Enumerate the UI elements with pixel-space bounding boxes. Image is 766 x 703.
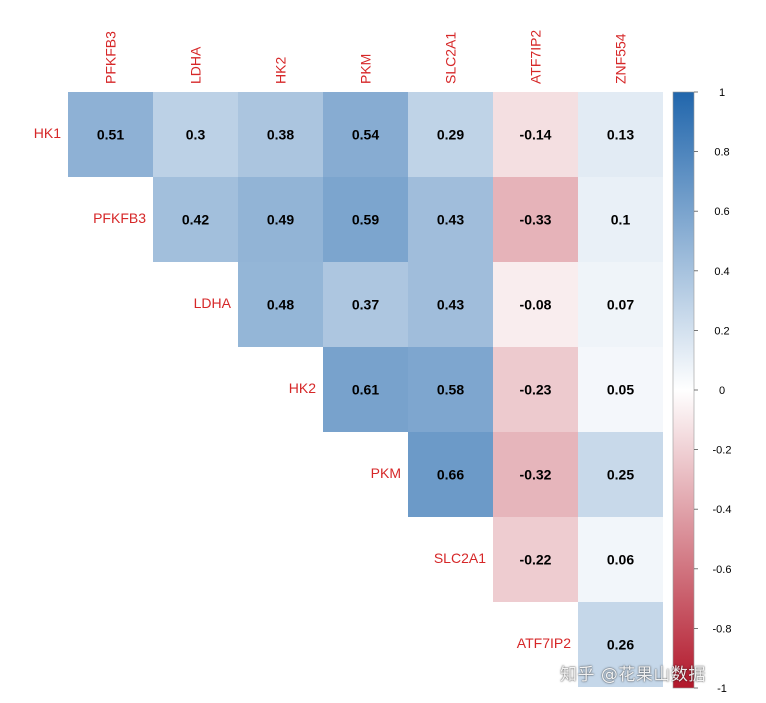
color-legend-tick-label: -0.8 — [713, 623, 732, 635]
column-label: ZNF554 — [613, 33, 629, 84]
cell-value-label: 0.42 — [182, 212, 209, 228]
heatmap-cell — [493, 432, 578, 517]
cell-value-label: -0.14 — [520, 127, 552, 143]
cell-value-label: -0.23 — [520, 382, 552, 398]
color-legend-tick-label: -0.4 — [713, 504, 732, 516]
color-legend-tick-label: 0.8 — [714, 147, 729, 159]
heatmap-cell — [493, 262, 578, 347]
color-legend-tick-label: 0.2 — [714, 325, 729, 337]
heatmap-cell — [323, 177, 408, 262]
watermark: 知乎 @花果山数据 — [560, 665, 706, 685]
heatmap-cell — [408, 92, 493, 177]
heatmap-cell — [493, 92, 578, 177]
heatmap-cell — [238, 262, 323, 347]
cell-value-label: 0.66 — [437, 467, 464, 483]
color-legend-bar — [672, 91, 695, 689]
heatmap-cell — [578, 262, 663, 347]
cell-value-label: 0.54 — [352, 127, 379, 143]
heatmap-cell — [238, 92, 323, 177]
heatmap-cell — [408, 177, 493, 262]
column-label: ATF7IP2 — [528, 30, 544, 84]
heatmap-cell — [323, 92, 408, 177]
heatmap-cell — [493, 177, 578, 262]
color-legend-tick-label: 0.6 — [714, 206, 729, 218]
cell-value-label: 0.43 — [437, 212, 464, 228]
heatmap-cell — [578, 432, 663, 517]
cell-value-label: 0.58 — [437, 382, 464, 398]
column-labels: PFKFB3 LDHA HK2 PKM SLC2A1 ATF7IP2 ZNF554 — [103, 30, 629, 84]
heatmap-cell — [578, 347, 663, 432]
heatmap-cell — [323, 347, 408, 432]
heatmap-cell — [493, 517, 578, 602]
row-label: ATF7IP2 — [517, 635, 571, 651]
heatmap-cell — [153, 92, 238, 177]
column-label: PKM — [358, 54, 374, 84]
cell-value-label: 0.48 — [267, 297, 294, 313]
cell-value-label: 0.43 — [437, 297, 464, 313]
row-labels: HK1 PFKFB3 LDHA HK2 PKM SLC2A1 ATF7IP2 — [34, 125, 571, 651]
heatmap-cell — [238, 177, 323, 262]
row-label: PFKFB3 — [93, 210, 146, 226]
heatmap-cell — [408, 262, 493, 347]
cell-value-label: 0.61 — [352, 382, 379, 398]
cell-value-label: 0.37 — [352, 297, 379, 313]
color-legend-tick-label: -0.2 — [713, 445, 732, 457]
column-label: SLC2A1 — [443, 32, 459, 84]
heatmap-cells — [68, 92, 663, 687]
heatmap-cell — [578, 92, 663, 177]
column-label: HK2 — [273, 57, 289, 84]
heatmap-value-labels: 0.51 0.3 0.38 0.54 0.29 -0.14 0.13 0.42 0.49 0.59… — [97, 127, 634, 653]
heatmap-cell — [578, 602, 663, 687]
cell-value-label: 0.07 — [607, 297, 634, 313]
row-label: HK1 — [34, 125, 61, 141]
cell-value-label: 0.26 — [607, 637, 634, 653]
row-label: HK2 — [289, 380, 316, 396]
cell-value-label: 0.05 — [607, 382, 634, 398]
cell-value-label: 0.51 — [97, 127, 124, 143]
heatmap-cell — [578, 517, 663, 602]
cell-value-label: 0.25 — [607, 467, 634, 483]
cell-value-label: 0.59 — [352, 212, 379, 228]
cell-value-label: 0.3 — [186, 127, 206, 143]
row-label: PKM — [371, 465, 401, 481]
cell-value-label: -0.08 — [520, 297, 552, 313]
color-legend-tick-label: -1 — [717, 683, 727, 695]
heatmap-cell — [493, 347, 578, 432]
color-legend-tick-label: 1 — [719, 87, 725, 99]
cell-value-label: -0.22 — [520, 552, 552, 568]
column-label: PFKFB3 — [103, 31, 119, 84]
heatmap-cell — [323, 262, 408, 347]
row-label: SLC2A1 — [434, 550, 486, 566]
row-label: LDHA — [194, 295, 232, 311]
cell-value-label: -0.33 — [520, 212, 552, 228]
cell-value-label: 0.29 — [437, 127, 464, 143]
column-label: LDHA — [188, 46, 204, 84]
heatmap-cell — [408, 347, 493, 432]
color-legend-tick-label: 0 — [719, 385, 725, 397]
cell-value-label: 0.13 — [607, 127, 634, 143]
cell-value-label: 0.49 — [267, 212, 294, 228]
heatmap-cell — [153, 177, 238, 262]
heatmap-cell — [68, 92, 153, 177]
heatmap-cell — [408, 432, 493, 517]
color-legend-tick-label: -0.6 — [713, 564, 732, 576]
cell-value-label: 0.06 — [607, 552, 634, 568]
cell-value-label: -0.32 — [520, 467, 552, 483]
cell-value-label: 0.1 — [611, 212, 631, 228]
cell-value-label: 0.38 — [267, 127, 294, 143]
color-legend: 1 0.8 0.6 0.4 0.2 0 -0.2 -0.4 -0.6 -0.8 -1 — [672, 87, 732, 695]
heatmap-cell — [578, 177, 663, 262]
color-legend-tick-label: 0.4 — [714, 266, 729, 278]
